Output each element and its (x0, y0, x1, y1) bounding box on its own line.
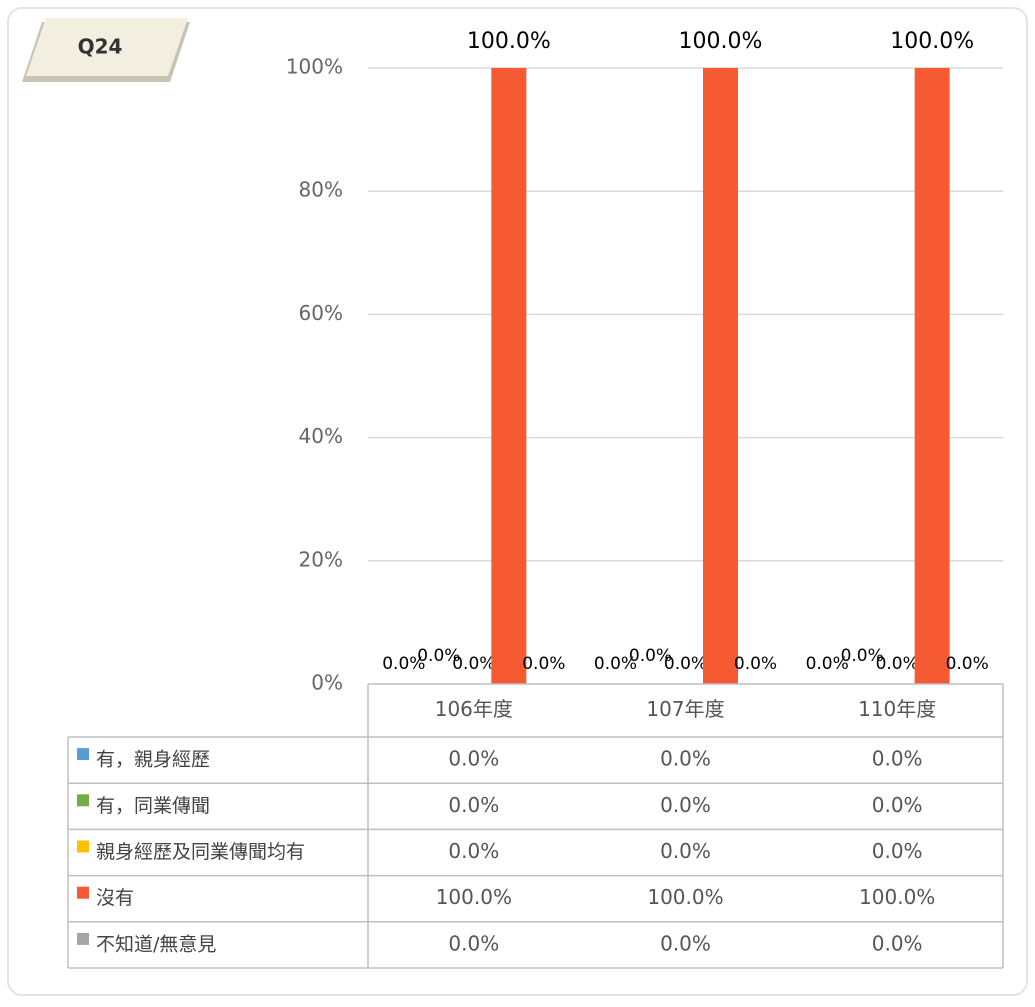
data-label: 0.0% (452, 654, 495, 674)
data-label: 100.0% (679, 29, 763, 54)
table-value: 0.0% (872, 839, 923, 863)
table-value: 0.0% (872, 793, 923, 817)
data-label: 0.0% (841, 646, 884, 666)
legend-label: 有，親身經歷 (96, 749, 210, 771)
table-value: 0.0% (660, 931, 711, 955)
data-label: 0.0% (594, 654, 637, 674)
data-label: 0.0% (664, 654, 707, 674)
bar (914, 68, 950, 684)
table-value: 100.0% (436, 885, 512, 909)
data-label: 0.0% (946, 654, 989, 674)
data-label: 0.0% (522, 654, 565, 674)
table-value: 0.0% (448, 931, 499, 955)
badge-text: Q24 (78, 35, 123, 59)
data-label: 100.0% (467, 29, 551, 54)
y-tick-label: 20% (299, 547, 343, 571)
table-value: 100.0% (859, 885, 935, 909)
table-value: 0.0% (448, 747, 499, 771)
table-value: 0.0% (660, 793, 711, 817)
table-value: 0.0% (872, 747, 923, 771)
data-label: 0.0% (629, 646, 672, 666)
legend-label: 沒有 (96, 887, 134, 909)
legend-label: 有，同業傳聞 (96, 795, 210, 817)
bar (491, 68, 527, 684)
table-value: 0.0% (448, 793, 499, 817)
legend-swatch (77, 932, 89, 945)
table-value: 0.0% (448, 839, 499, 863)
data-label: 0.0% (806, 654, 849, 674)
badge (26, 18, 188, 76)
data-label: 0.0% (382, 654, 425, 674)
data-label: 100.0% (890, 29, 974, 54)
y-tick-label: 100% (286, 55, 343, 79)
legend-swatch (77, 886, 89, 899)
y-tick-label: 40% (299, 424, 343, 448)
legend-swatch (77, 794, 89, 807)
y-tick-label: 60% (299, 301, 343, 325)
data-label: 0.0% (876, 654, 919, 674)
table-value: 0.0% (660, 747, 711, 771)
data-label: 0.0% (417, 646, 460, 666)
table-value: 0.0% (660, 839, 711, 863)
y-tick-label: 80% (299, 178, 343, 202)
legend-label: 不知道/無意見 (96, 933, 216, 955)
x-tick-label: 110年度 (858, 697, 936, 721)
data-label: 0.0% (734, 654, 777, 674)
bar (703, 68, 738, 684)
table-value: 0.0% (872, 931, 923, 955)
legend-swatch (77, 748, 89, 761)
table-value: 100.0% (647, 885, 723, 909)
legend-swatch (77, 840, 89, 853)
x-tick-label: 106年度 (435, 697, 513, 721)
legend-label: 親身經歷及同業傳聞均有 (96, 841, 305, 863)
x-tick-label: 107年度 (646, 697, 724, 721)
y-tick-label: 0% (311, 671, 343, 695)
